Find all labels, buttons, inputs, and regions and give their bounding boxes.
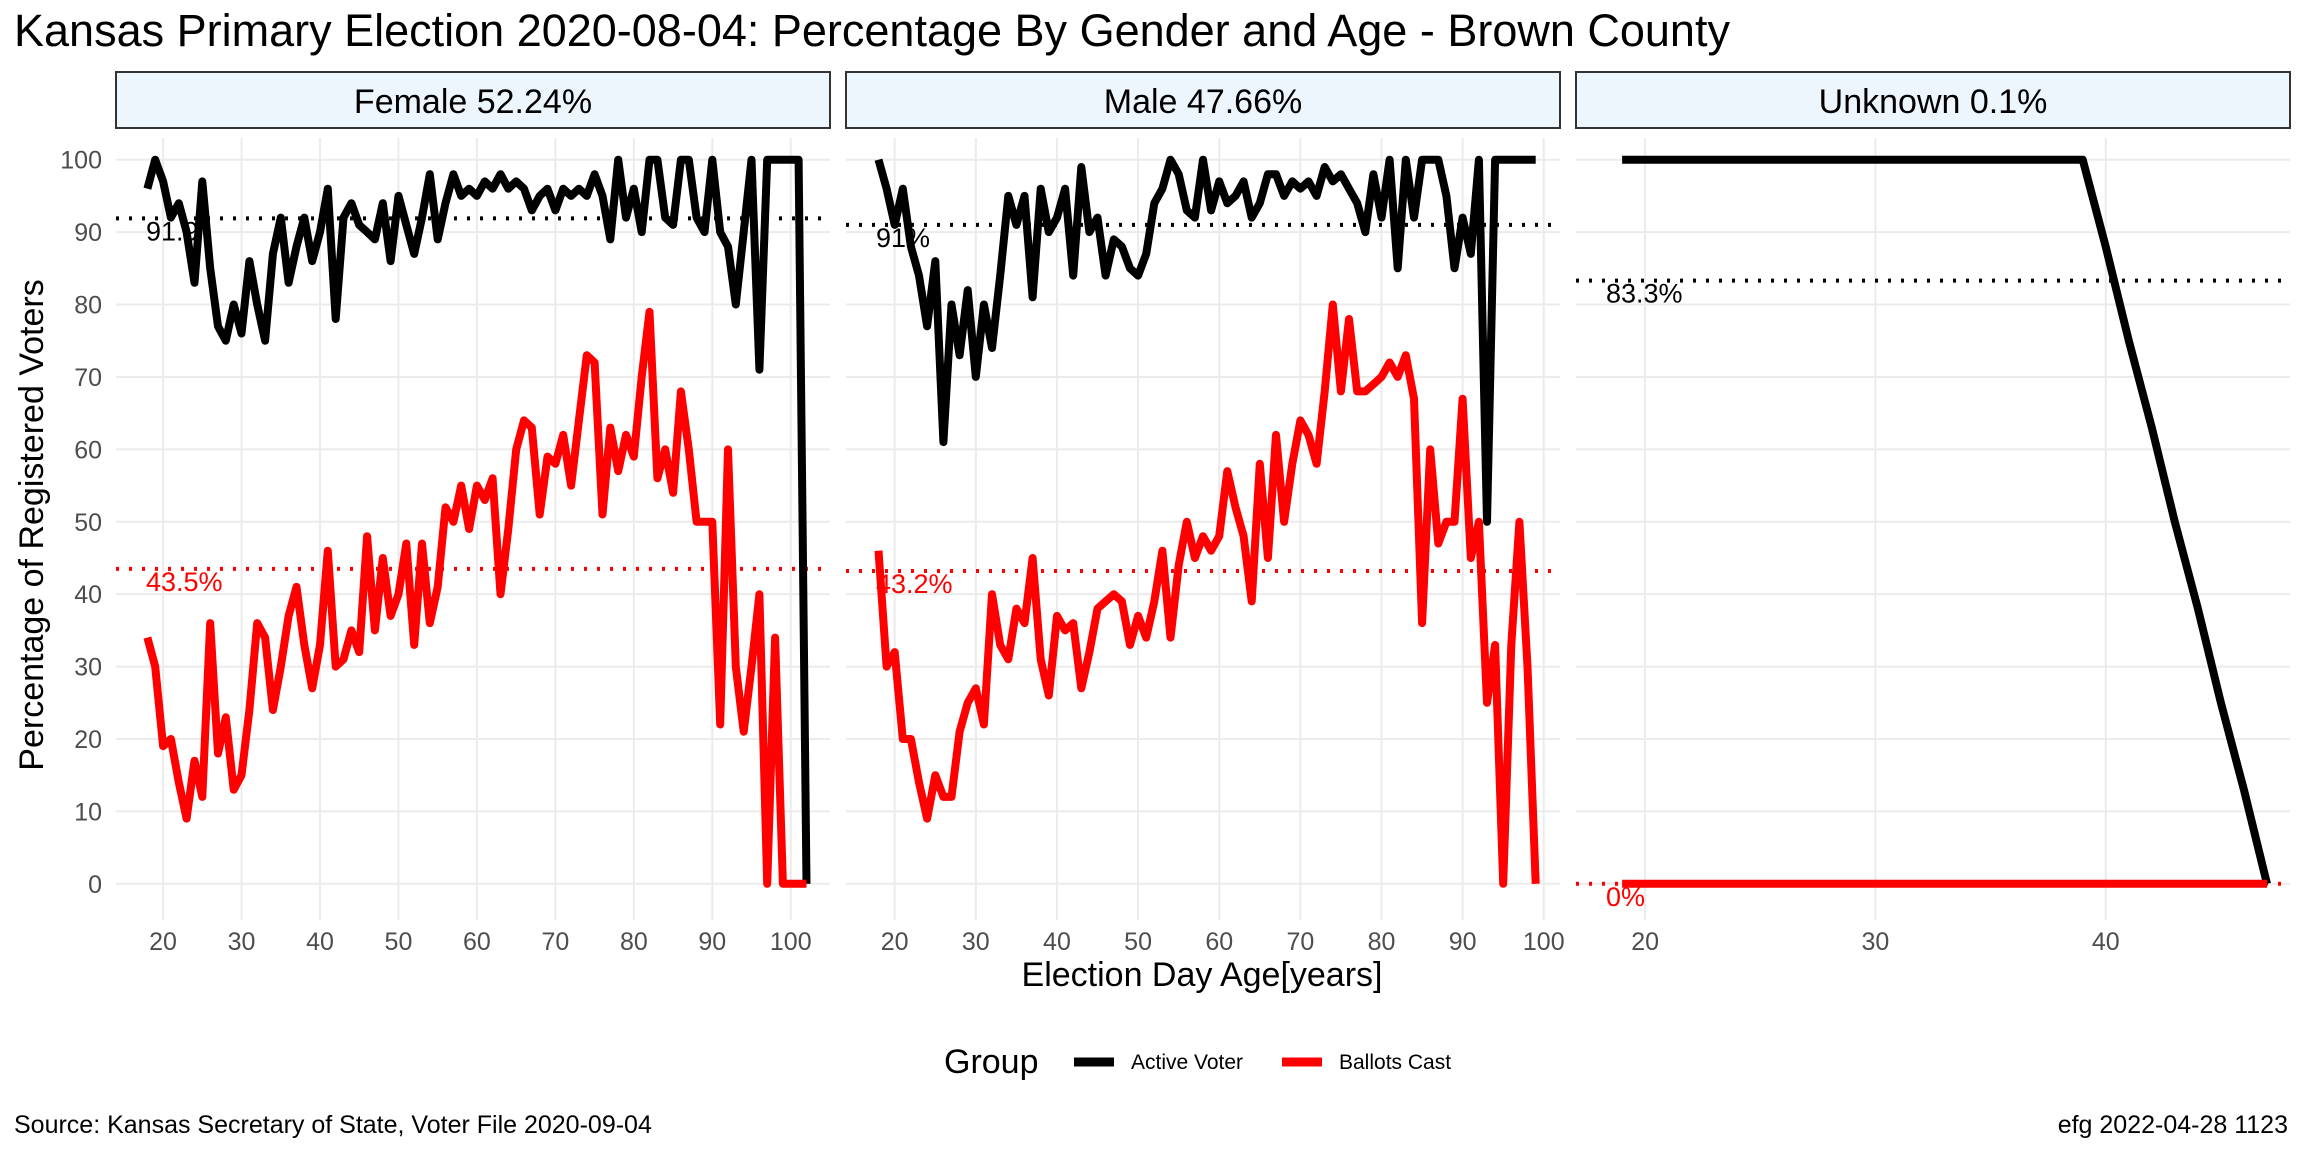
chart-title: Kansas Primary Election 2020-08-04: Perc… bbox=[14, 5, 1730, 56]
facet-strip-label: Unknown 0.1% bbox=[1819, 83, 2048, 121]
x-tick-label: 70 bbox=[541, 928, 569, 956]
facet-strip bbox=[845, 71, 1561, 129]
facet-panels: Female 52.24% 20 30 40 50 60 70 80 90 100 0 10 20 30 4… bbox=[60, 71, 2291, 956]
facet-panel-1: Female 52.24% 20 30 40 50 60 70 80 90 100 0 10 20 30 4… bbox=[60, 71, 831, 956]
facet-strip bbox=[1575, 71, 2291, 129]
legend-label-active-voter: Active Voter bbox=[1131, 1051, 1243, 1074]
legend-label-ballots-cast: Ballots Cast bbox=[1339, 1051, 1451, 1074]
x-tick-label: 90 bbox=[698, 928, 726, 956]
x-tick-label: 40 bbox=[2092, 928, 2120, 956]
x-tick-label: 50 bbox=[1124, 928, 1152, 956]
x-tick-label: 70 bbox=[1286, 928, 1314, 956]
x-tick-label: 60 bbox=[463, 928, 491, 956]
active-voter-mean-label: 83.3% bbox=[1606, 279, 1683, 309]
legend-title: Group bbox=[944, 1043, 1039, 1081]
active-voter-mean-label: 91% bbox=[876, 223, 930, 253]
y-tick-label: 40 bbox=[74, 581, 102, 609]
y-tick-label: 60 bbox=[74, 436, 102, 464]
facet-panel-3: Unknown 0.1% 20 30 40 83.3% 0% bbox=[1575, 71, 2291, 956]
x-axis-title: Election Day Age[years] bbox=[1022, 956, 1383, 994]
x-tick-label: 30 bbox=[228, 928, 256, 956]
y-tick-label: 90 bbox=[74, 219, 102, 247]
x-tick-label: 50 bbox=[385, 928, 413, 956]
x-tick-label: 20 bbox=[1631, 928, 1659, 956]
facet-strip-label: Male 47.66% bbox=[1104, 83, 1302, 121]
x-tick-label: 100 bbox=[1523, 928, 1565, 956]
active-voter-mean-label: 91.9 bbox=[146, 216, 199, 246]
facet-panel-2: Male 47.66% 20 30 40 50 60 70 80 90 100 91% 43.2% bbox=[845, 71, 1565, 956]
y-tick-label: 30 bbox=[74, 654, 102, 682]
active-voter-line bbox=[874, 155, 1536, 526]
y-tick-label: 100 bbox=[60, 147, 102, 175]
facet-strip-label: Female 52.24% bbox=[354, 83, 592, 121]
x-tick-label: 30 bbox=[962, 928, 990, 956]
x-tick-label: 80 bbox=[1368, 928, 1396, 956]
ballots-cast-mean-label: 43.2% bbox=[876, 569, 953, 599]
active-voter-line bbox=[143, 155, 811, 884]
active-voter-line bbox=[1622, 155, 2271, 885]
x-tick-label: 40 bbox=[1043, 928, 1071, 956]
ballots-cast-mean-label: 43.5% bbox=[146, 567, 223, 597]
legend: Group Active Voter Ballots Cast bbox=[944, 1043, 1451, 1081]
ballots-cast-line bbox=[143, 307, 807, 888]
y-tick-label: 20 bbox=[74, 726, 102, 754]
y-tick-label: 70 bbox=[74, 364, 102, 392]
x-tick-label: 100 bbox=[770, 928, 812, 956]
facet-strip bbox=[115, 71, 831, 129]
x-tick-label: 20 bbox=[881, 928, 909, 956]
caption-source: Source: Kansas Secretary of State, Voter… bbox=[14, 1111, 652, 1139]
x-tick-label: 90 bbox=[1449, 928, 1477, 956]
y-tick-label: 80 bbox=[74, 292, 102, 320]
x-tick-label: 60 bbox=[1205, 928, 1233, 956]
ballots-cast-mean-label: 0% bbox=[1606, 882, 1645, 912]
caption-credit: efg 2022-04-28 1123 bbox=[2058, 1111, 2288, 1139]
x-tick-label: 80 bbox=[620, 928, 648, 956]
y-axis-title: Percentage of Registered Voters bbox=[13, 279, 51, 770]
x-tick-label: 20 bbox=[149, 928, 177, 956]
y-tick-label: 0 bbox=[88, 871, 102, 899]
y-tick-label: 50 bbox=[74, 509, 102, 537]
y-tick-label: 10 bbox=[74, 798, 102, 826]
x-tick-label: 40 bbox=[306, 928, 334, 956]
ballots-cast-line bbox=[874, 300, 1540, 888]
x-tick-label: 30 bbox=[1862, 928, 1890, 956]
